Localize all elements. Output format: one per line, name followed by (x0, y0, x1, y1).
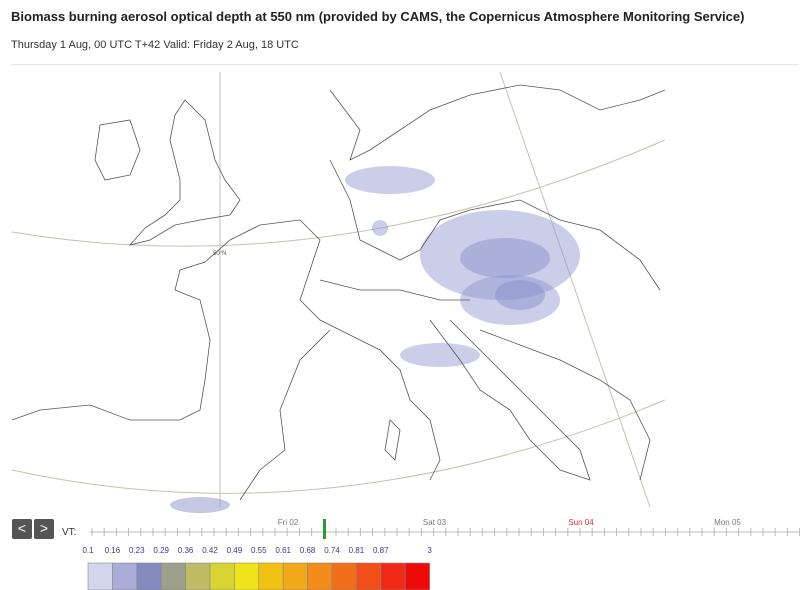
legend-label: 0.81 (349, 546, 365, 555)
graticule-label: 50°N (213, 251, 226, 257)
legend-label: 0.16 (105, 546, 121, 555)
legend-label: 0.29 (153, 546, 169, 555)
legend-label: 0.61 (275, 546, 291, 555)
legend-label: 0.74 (324, 546, 340, 555)
legend-swatch (356, 562, 382, 590)
legend-label: 0.49 (227, 546, 243, 555)
legend-swatch (160, 562, 186, 590)
legend-swatch (307, 562, 333, 590)
next-button[interactable]: > (34, 519, 54, 539)
legend-swatch (87, 562, 113, 590)
subtitle: Thursday 1 Aug, 00 UTC T+42 Valid: Frida… (11, 39, 299, 51)
legend-swatch (380, 562, 406, 590)
timeline-label: VT: (62, 527, 76, 538)
legend-swatch (185, 562, 211, 590)
legend-label: 0.68 (300, 546, 316, 555)
legend-label: 0.42 (202, 546, 218, 555)
legend-label: 0.1 (82, 546, 94, 555)
legend-swatch (258, 562, 284, 590)
legend-swatch (282, 562, 308, 590)
legend: 0.1 0.16 0.23 0.29 0.36 0.42 0.49 0.55 0.61 0.68 0… (82, 546, 432, 590)
legend-swatch (136, 562, 162, 590)
legend-label: 3 (427, 546, 432, 555)
title: Biomass burning aerosol optical depth at… (11, 9, 745, 24)
timeline: VT: Fri 02 Sat 03 Sun 04 Mon 05 (62, 518, 800, 539)
legend-label: 0.36 (178, 546, 194, 555)
aerosol-field (170, 166, 580, 513)
coastlines (11, 84, 666, 501)
legend-swatch (209, 562, 235, 590)
day-label: Sun 04 (568, 518, 594, 527)
day-label: Sat 03 (423, 518, 447, 527)
legend-label: 0.87 (373, 546, 389, 555)
separator (11, 64, 799, 65)
legend-swatch (404, 562, 430, 590)
current-time-marker (323, 519, 326, 539)
day-label: Fri 02 (278, 518, 299, 527)
graticule (11, 71, 666, 508)
legend-swatch (331, 562, 357, 590)
legend-swatch (112, 562, 138, 590)
prev-button[interactable]: < (12, 519, 32, 539)
day-label: Mon 05 (714, 518, 741, 527)
legend-label: 0.55 (251, 546, 267, 555)
legend-swatch (234, 562, 260, 590)
legend-label: 0.23 (129, 546, 145, 555)
